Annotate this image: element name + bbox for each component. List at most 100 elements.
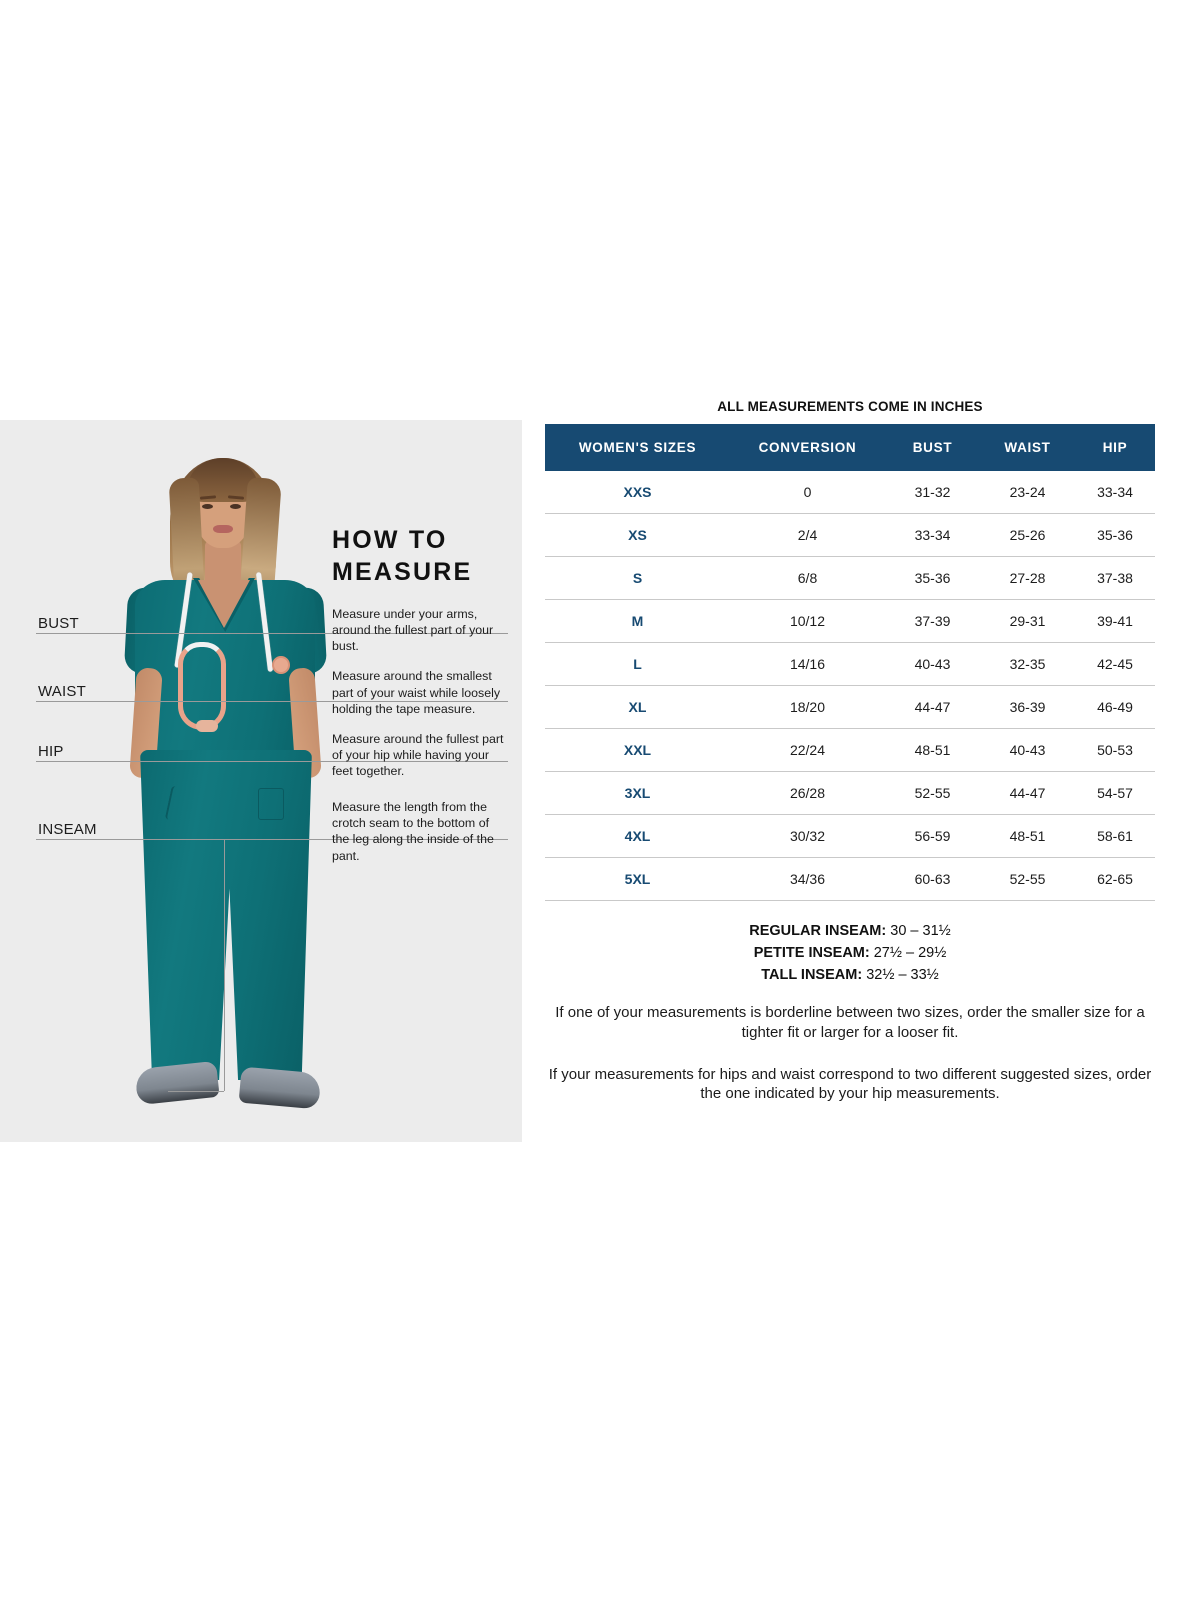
waist-cell: 29-31: [980, 599, 1075, 643]
table-row: L 14/16 40-43 32-35 42-45: [545, 642, 1155, 686]
bust-cell: 35-36: [885, 556, 980, 600]
hip-cell: 33-34: [1075, 471, 1155, 514]
fit-note-borderline: If one of your measurements is borderlin…: [555, 1004, 1145, 1041]
instruction-bust: Measure under your arms, around the full…: [332, 607, 494, 654]
model-illustration: [0, 420, 522, 1142]
bust-cell: 52-55: [885, 771, 980, 815]
waist-cell: 27-28: [980, 556, 1075, 600]
stethoscope-loop: [178, 642, 226, 730]
hip-guide-line: [36, 761, 508, 762]
size-cell: L: [545, 642, 730, 686]
inseam-row-tall: TALL INSEAM: 32½ – 33½: [545, 964, 1155, 986]
inseam-value-petite: 27½ – 29½: [873, 945, 947, 962]
callout-label-waist: WAIST: [38, 683, 86, 700]
conversion-cell: 18/20: [730, 685, 885, 729]
waist-cell: 25-26: [980, 513, 1075, 557]
instruction-waist: Measure around the smallest part of your…: [332, 669, 501, 716]
column-header-bust: BUST: [885, 424, 980, 471]
inseam-label-regular: REGULAR INSEAM:: [749, 923, 887, 939]
conversion-cell: 10/12: [730, 599, 885, 643]
inseam-label-petite: PETITE INSEAM:: [753, 945, 870, 962]
table-row: XXL 22/24 48-51 40-43 50-53: [545, 728, 1155, 772]
how-to-measure-heading: HOW TO MEASURE: [332, 526, 473, 586]
waist-cell: 48-51: [980, 814, 1075, 858]
size-cell: M: [545, 599, 730, 643]
conversion-cell: 6/8: [730, 556, 885, 600]
model-eye-left: [202, 504, 213, 509]
stethoscope-chestpiece: [272, 656, 290, 674]
how-to-measure-panel: BUST WAIST HIP INSEAM HOW TO MEASURE Mea…: [0, 420, 522, 1142]
size-cell: XXS: [545, 471, 730, 514]
bust-cell: 60-63: [885, 857, 980, 901]
conversion-cell: 2/4: [730, 513, 885, 557]
bust-cell: 56-59: [885, 814, 980, 858]
size-chart-table: WOMEN'S SIZES CONVERSION BUST WAIST HIP …: [545, 424, 1155, 901]
size-cell: 5XL: [545, 857, 730, 901]
conversion-cell: 34/36: [730, 857, 885, 901]
conversion-cell: 30/32: [730, 814, 885, 858]
bust-cell: 48-51: [885, 728, 980, 772]
column-header-hip: HIP: [1075, 424, 1155, 471]
stethoscope-bell: [196, 720, 218, 732]
size-cell: XL: [545, 685, 730, 729]
chart-title: ALL MEASUREMENTS COME IN INCHES: [717, 399, 983, 414]
hip-cell: 35-36: [1075, 513, 1155, 557]
conversion-cell: 0: [730, 471, 885, 514]
table-row: XS 2/4 33-34 25-26 35-36: [545, 513, 1155, 557]
table-row: XL 18/20 44-47 36-39 46-49: [545, 685, 1155, 729]
waist-cell: 36-39: [980, 685, 1075, 729]
inseam-summary: REGULAR INSEAM: 30 – 31½ PETITE INSEAM: …: [545, 920, 1155, 986]
waist-cell: 44-47: [980, 771, 1075, 815]
hip-cell: 46-49: [1075, 685, 1155, 729]
shoe-right: [238, 1066, 322, 1110]
bust-guide-line: [36, 633, 508, 634]
inseam-value-tall: 32½ – 33½: [866, 967, 939, 984]
bust-cell: 31-32: [885, 471, 980, 514]
callout-label-hip: HIP: [38, 743, 64, 760]
column-header-conversion: CONVERSION: [730, 424, 885, 471]
bust-cell: 33-34: [885, 513, 980, 557]
size-cell: S: [545, 556, 730, 600]
model-lips: [213, 525, 233, 533]
bust-cell: 40-43: [885, 642, 980, 686]
table-row: S 6/8 35-36 27-28 37-38: [545, 556, 1155, 600]
size-cell: XS: [545, 513, 730, 557]
how-to-measure-text: HOW TO MEASURE Measure under your arms, …: [332, 524, 512, 864]
model-eye-right: [230, 504, 241, 509]
hip-cell: 54-57: [1075, 771, 1155, 815]
waist-cell: 32-35: [980, 642, 1075, 686]
waist-cell: 40-43: [980, 728, 1075, 772]
waist-cell: 52-55: [980, 857, 1075, 901]
scrub-pants: [140, 750, 312, 1080]
table-row: XXS 0 31-32 23-24 33-34: [545, 471, 1155, 514]
bust-cell: 37-39: [885, 599, 980, 643]
table-row: M 10/12 37-39 29-31 39-41: [545, 599, 1155, 643]
fit-note-hip-priority: If your measurements for hips and waist …: [548, 1065, 1152, 1103]
fit-notes: If one of your measurements is borderlin…: [545, 1003, 1155, 1104]
table-body: XXS 0 31-32 23-24 33-34 XS 2/4 33-34 25-26 35-36 S…: [545, 471, 1155, 901]
bust-cell: 44-47: [885, 685, 980, 729]
inseam-label-tall: TALL INSEAM:: [761, 967, 863, 984]
size-cell: 3XL: [545, 771, 730, 815]
column-header-womens-sizes: WOMEN'S SIZES: [545, 424, 730, 471]
table-header: WOMEN'S SIZES CONVERSION BUST WAIST HIP: [545, 424, 1155, 471]
shoe-left: [134, 1060, 220, 1106]
table-row: 4XL 30/32 56-59 48-51 58-61: [545, 814, 1155, 858]
conversion-cell: 22/24: [730, 728, 885, 772]
scrub-pocket-right: [258, 788, 284, 820]
hip-cell: 37-38: [1075, 556, 1155, 600]
waist-cell: 23-24: [980, 471, 1075, 514]
hip-cell: 42-45: [1075, 642, 1155, 686]
instruction-inseam: Measure the length from the crotch seam …: [332, 800, 494, 863]
callout-label-bust: BUST: [38, 615, 79, 632]
hip-cell: 62-65: [1075, 857, 1155, 901]
callout-label-inseam: INSEAM: [38, 821, 97, 838]
hip-cell: 39-41: [1075, 599, 1155, 643]
instruction-hip: Measure around the fullest part of your …: [332, 731, 504, 778]
table-row: 3XL 26/28 52-55 44-47 54-57: [545, 771, 1155, 815]
conversion-cell: 26/28: [730, 771, 885, 815]
table-row: 5XL 34/36 60-63 52-55 62-65: [545, 857, 1155, 901]
conversion-cell: 14/16: [730, 642, 885, 686]
hip-cell: 58-61: [1075, 814, 1155, 858]
